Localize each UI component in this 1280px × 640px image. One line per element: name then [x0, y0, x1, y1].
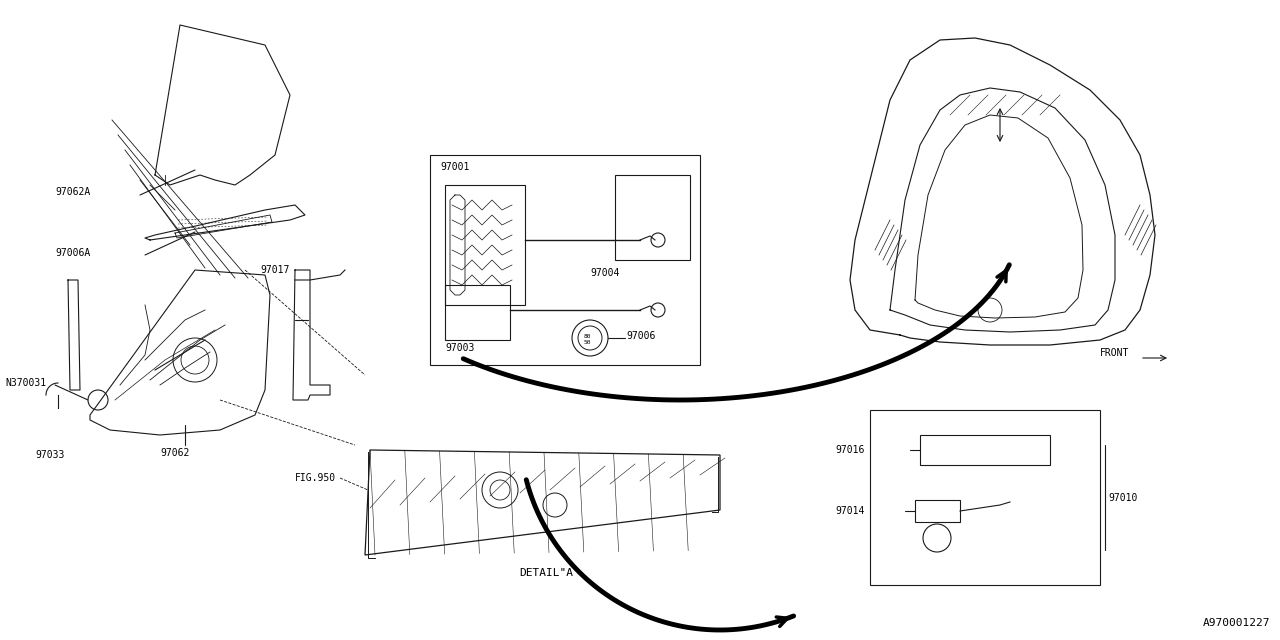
Bar	[920, 435, 1050, 465]
Polygon shape	[90, 270, 270, 435]
Text: 97062A: 97062A	[55, 187, 91, 197]
Bar	[915, 500, 960, 522]
Text: N370031: N370031	[5, 378, 46, 388]
Text: 80
50: 80 50	[584, 334, 591, 345]
Text: 97016: 97016	[836, 445, 865, 455]
Text: FIG.950: FIG.950	[294, 473, 337, 483]
Bar	[445, 285, 509, 340]
Bar	[430, 155, 700, 365]
Text: 97003: 97003	[445, 343, 475, 353]
Text: 97006A: 97006A	[55, 248, 91, 258]
Text: 97010: 97010	[1108, 493, 1138, 502]
Text: 97033: 97033	[35, 450, 64, 460]
Text: 97017: 97017	[260, 265, 289, 275]
Text: FRONT: FRONT	[1100, 348, 1129, 358]
Polygon shape	[365, 450, 721, 555]
Text: A970001227: A970001227	[1202, 618, 1270, 628]
Text: 97001: 97001	[440, 162, 470, 172]
Text: 97006: 97006	[626, 331, 655, 341]
Bar	[445, 185, 525, 305]
Text: 97062: 97062	[160, 448, 189, 458]
Bar	[870, 410, 1100, 585]
Bar	[614, 175, 690, 260]
Text: DETAIL"A": DETAIL"A"	[520, 568, 580, 578]
Text: 97014: 97014	[836, 506, 865, 516]
Text: 97004: 97004	[590, 268, 620, 278]
